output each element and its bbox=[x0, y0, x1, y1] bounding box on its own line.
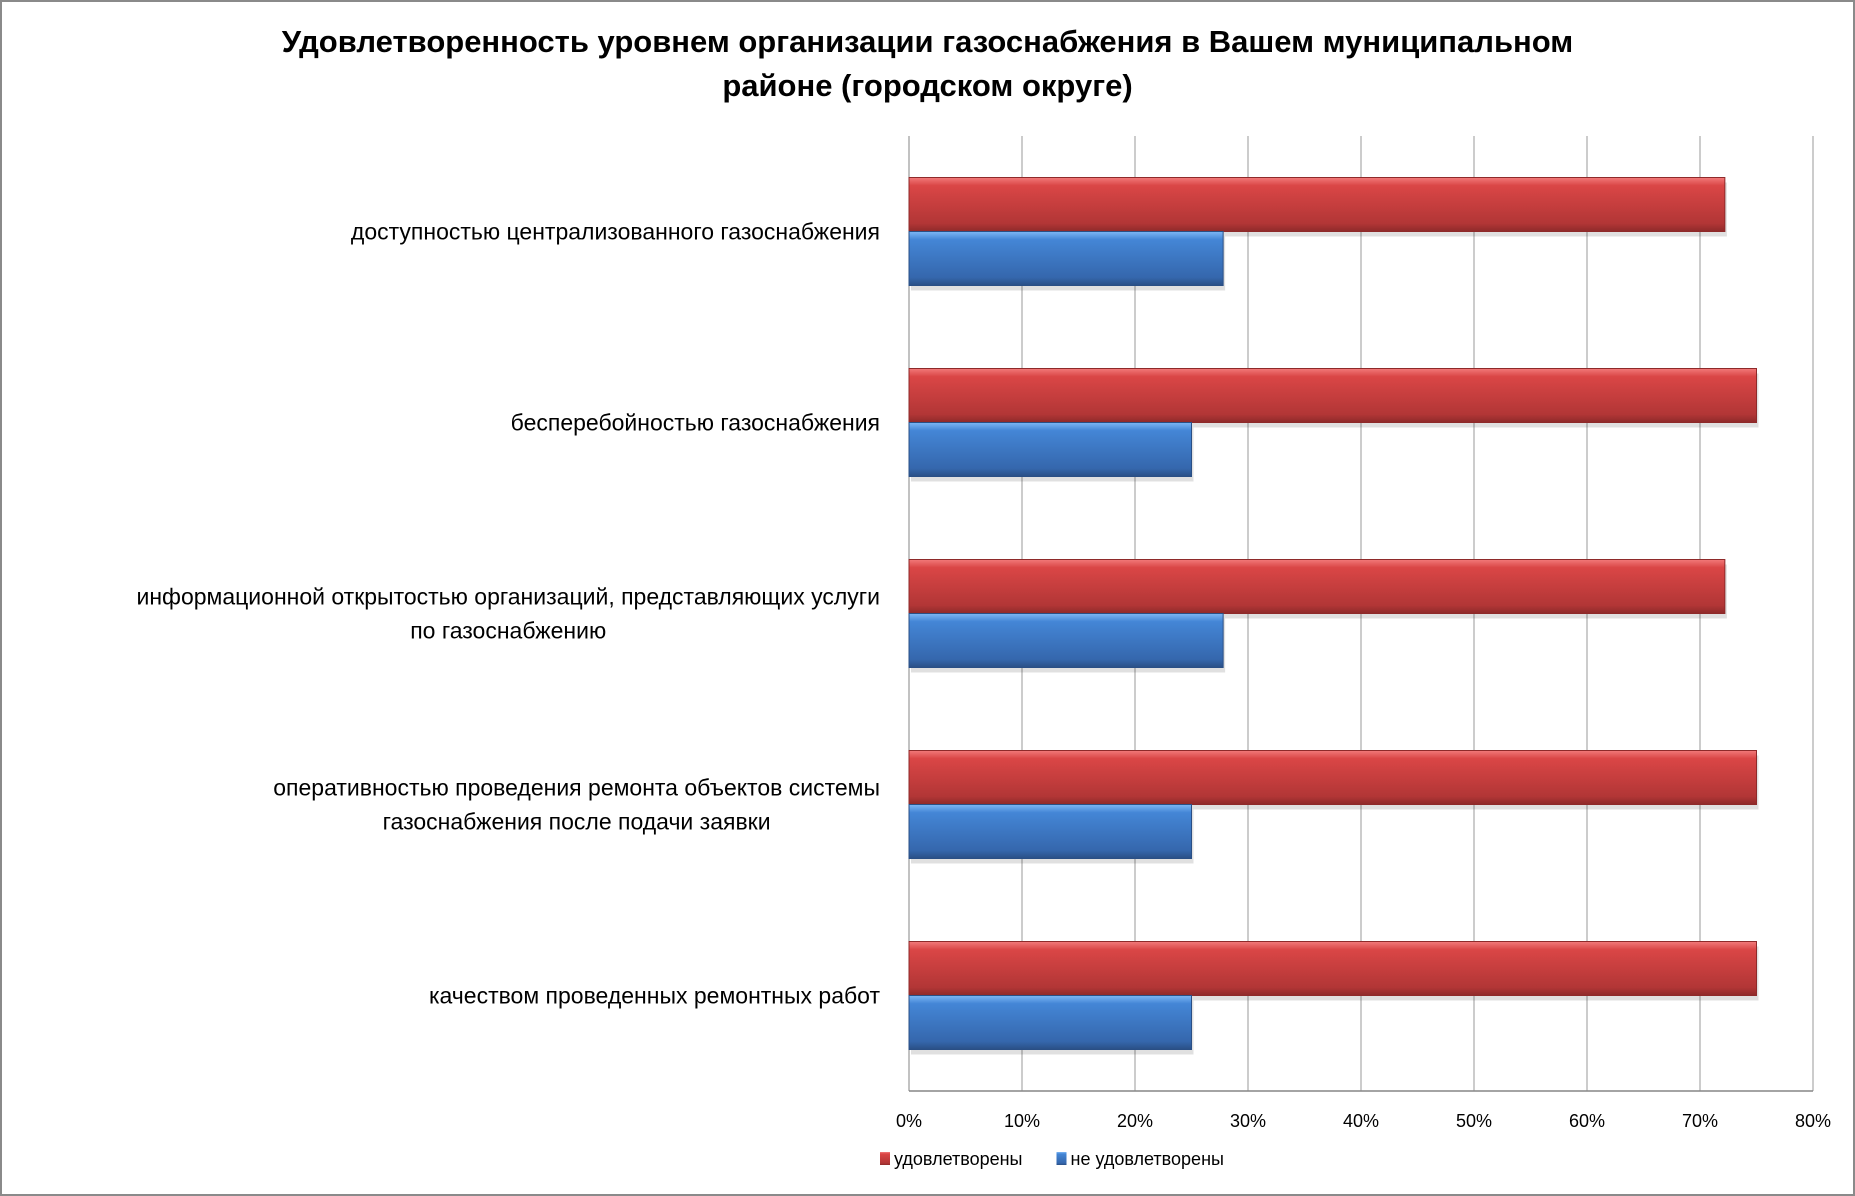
category-label: оперативностью проведения ремонта объект… bbox=[273, 775, 880, 801]
category-label: бесперебойностью газоснабжения bbox=[511, 410, 880, 436]
category-label: информационной открытостью организаций, … bbox=[136, 584, 880, 610]
title-line-2: районе (городском округе) bbox=[722, 68, 1133, 103]
legend-label: удовлетворены bbox=[894, 1149, 1023, 1169]
x-tick-label: 0% bbox=[896, 1111, 922, 1131]
x-tick-label: 40% bbox=[1343, 1111, 1379, 1131]
x-tick-label: 50% bbox=[1456, 1111, 1492, 1131]
bar-satisfied bbox=[908, 368, 1757, 423]
legend-swatch bbox=[1056, 1152, 1067, 1165]
legend-swatch bbox=[880, 1152, 890, 1165]
legend-label: не удовлетворены bbox=[1071, 1149, 1224, 1169]
category-label: доступностью централизованного газоснабж… bbox=[351, 219, 880, 245]
bar-not-satisfied bbox=[908, 804, 1192, 859]
category-label: газоснабжения после подачи заявки bbox=[383, 809, 771, 835]
x-tick-label: 10% bbox=[1004, 1111, 1040, 1131]
bar-satisfied bbox=[908, 177, 1726, 232]
x-tick-label: 30% bbox=[1230, 1111, 1266, 1131]
bar-satisfied bbox=[908, 941, 1757, 996]
x-tick-label: 70% bbox=[1682, 1111, 1718, 1131]
category-label: по газоснабжению bbox=[410, 618, 606, 644]
x-tick-label: 60% bbox=[1569, 1111, 1605, 1131]
bar-not-satisfied bbox=[908, 613, 1224, 668]
bar-not-satisfied bbox=[908, 231, 1224, 286]
bar-satisfied bbox=[908, 559, 1726, 614]
x-tick-label: 20% bbox=[1117, 1111, 1153, 1131]
x-tick-label: 80% bbox=[1795, 1111, 1831, 1131]
bar-not-satisfied bbox=[908, 995, 1192, 1050]
title-line-1: Удовлетворенность уровнем организации га… bbox=[281, 24, 1574, 59]
bar-satisfied bbox=[908, 750, 1757, 805]
chart-title: Удовлетворенность уровнем организации га… bbox=[0, 20, 1855, 108]
bar-not-satisfied bbox=[908, 422, 1192, 477]
category-label: качеством проведенных ремонтных работ bbox=[429, 983, 881, 1009]
